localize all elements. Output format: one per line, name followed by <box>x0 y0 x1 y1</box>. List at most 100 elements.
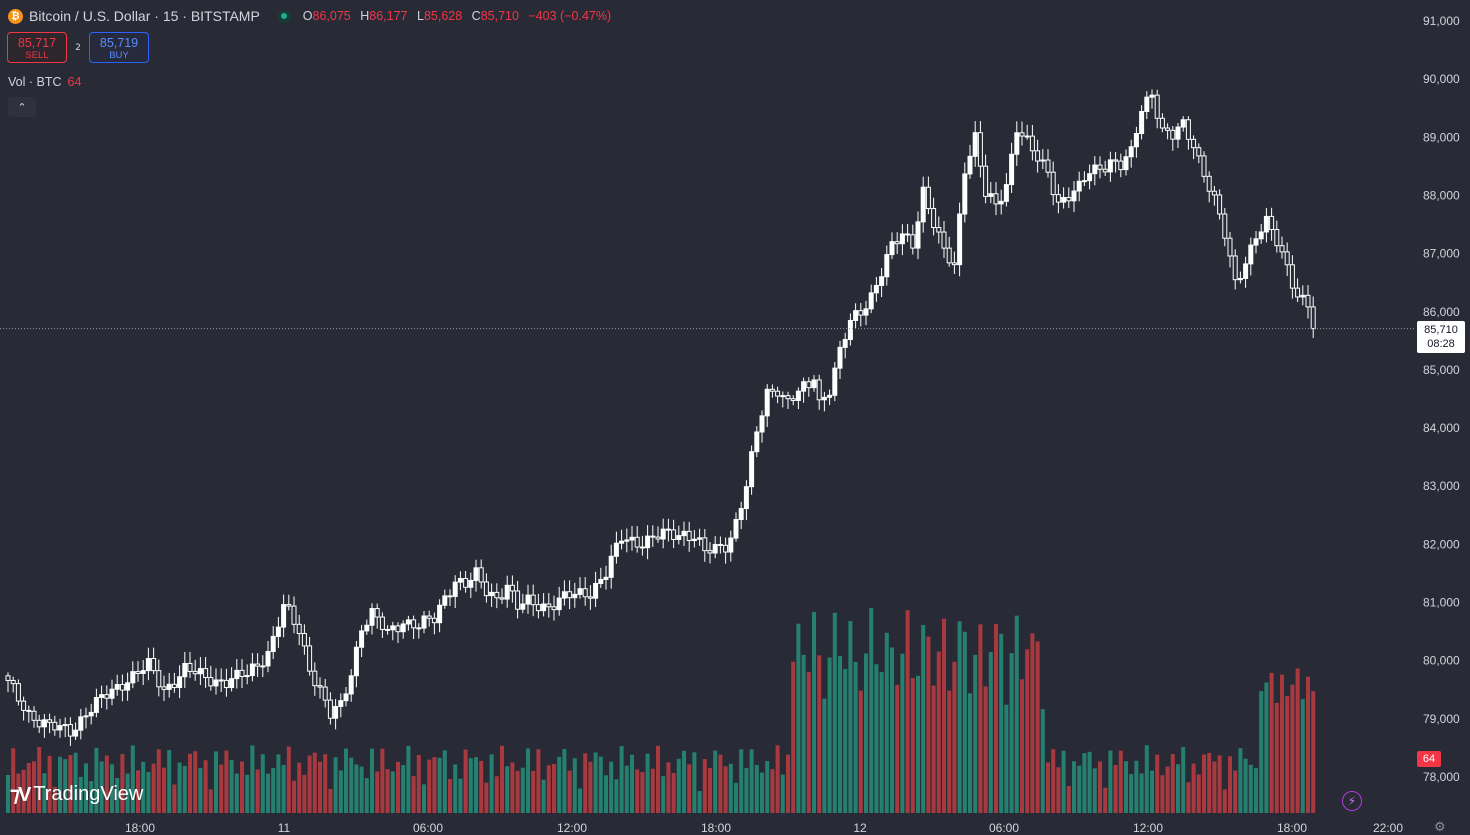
volume-bar <box>1306 676 1310 813</box>
x-tick-label: 18:00 <box>701 821 731 835</box>
volume-bar <box>370 748 374 813</box>
candle-body <box>234 669 240 680</box>
volume-bar <box>1092 768 1097 813</box>
candle-body <box>156 670 162 688</box>
candle-body <box>83 715 89 718</box>
y-tick-label: 79,000 <box>1423 712 1460 726</box>
candle-body <box>1300 294 1306 298</box>
volume-bar <box>120 753 125 813</box>
symbol-legend[interactable]: ₿ Bitcoin / U.S. Dollar · 15 · BITSTAMP … <box>8 6 617 26</box>
candle-body <box>192 670 198 675</box>
volume-bar <box>583 753 588 813</box>
volume-bar <box>760 772 764 813</box>
candle-body <box>416 627 422 630</box>
candle-body <box>177 676 183 688</box>
volume-bar <box>780 774 785 813</box>
candle-body <box>561 591 567 599</box>
volume-bar <box>297 762 302 813</box>
candle-body <box>780 395 786 398</box>
candle-body <box>322 686 328 701</box>
volume-bar <box>578 788 582 813</box>
volume-bar <box>479 760 484 813</box>
volume-bar <box>843 668 848 813</box>
candle-body <box>603 576 609 580</box>
candle-body <box>1222 213 1228 239</box>
gear-icon[interactable]: ⚙ <box>1434 820 1446 835</box>
volume-bar <box>604 775 608 813</box>
volume-bar <box>718 754 723 813</box>
volume-bar <box>52 786 57 813</box>
volume-bar <box>198 768 203 813</box>
volume-bar <box>42 773 47 813</box>
volume-bar <box>442 750 447 813</box>
candle-body <box>286 604 292 607</box>
volume-legend[interactable]: Vol · BTC 64 <box>8 75 81 89</box>
candle-body <box>166 683 172 690</box>
volume-bar <box>1176 764 1180 813</box>
candle-body <box>821 396 827 401</box>
volume-bar <box>630 754 634 813</box>
y-tick-label: 80,000 <box>1423 654 1460 668</box>
candle-body <box>348 675 354 695</box>
candle-body <box>187 662 193 672</box>
volume-bar <box>468 758 473 813</box>
candle-body <box>530 594 536 606</box>
candle-body <box>671 529 677 540</box>
volume-bar <box>338 770 343 813</box>
y-tick-label: 83,000 <box>1423 479 1460 493</box>
candle-body <box>577 588 583 595</box>
candle-body <box>1180 119 1186 128</box>
candle-body <box>884 254 890 278</box>
volume-bar <box>770 769 775 813</box>
candle-body <box>795 390 801 401</box>
x-tick-label: 12 <box>853 821 867 835</box>
volume-bar <box>702 759 707 813</box>
volume-bar <box>520 767 525 813</box>
symbol-title[interactable]: Bitcoin / U.S. Dollar · 15 · BITSTAMP <box>29 8 260 24</box>
volume-bar <box>1248 764 1253 813</box>
candle-body <box>582 588 588 598</box>
lightning-icon[interactable]: ⚡ <box>1342 791 1362 811</box>
candle-body <box>983 165 989 197</box>
volume-bar <box>952 661 957 813</box>
y-tick-label: 78,000 <box>1423 770 1460 784</box>
candle-body <box>894 241 900 245</box>
candle-body <box>338 700 344 707</box>
tradingview-wordmark: TradingView <box>33 783 144 805</box>
volume-bar <box>931 685 936 813</box>
candle-body <box>681 530 687 537</box>
volume-bar <box>531 770 536 813</box>
volume-bar <box>146 772 151 813</box>
candle-body <box>208 676 214 687</box>
candle-body <box>551 606 557 611</box>
bar-countdown: 08:28 <box>1427 338 1455 350</box>
candle-body <box>265 651 271 667</box>
volume-bar <box>1202 754 1206 813</box>
volume-bar <box>656 745 660 813</box>
candle-body <box>858 310 864 316</box>
volume-bar <box>640 772 645 813</box>
volume-bar <box>500 745 504 813</box>
volume-bar <box>869 607 874 813</box>
volume-bar <box>666 762 671 813</box>
candle-body <box>369 608 375 626</box>
tradingview-logo[interactable]: ⁊V TradingView <box>10 782 143 807</box>
candle-body <box>213 679 219 687</box>
candle-body <box>1139 110 1145 134</box>
volume-bar <box>1274 702 1279 813</box>
volume-bar <box>926 636 931 813</box>
volume-bar <box>936 651 941 813</box>
volume-bar <box>401 765 406 813</box>
sell-button[interactable]: 85,717 SELL <box>7 32 67 63</box>
buy-button[interactable]: 85,719 BUY <box>89 32 149 63</box>
volume-bar <box>411 776 416 813</box>
volume-bar <box>957 621 962 813</box>
candle-body <box>463 578 469 588</box>
candle-body <box>385 628 391 631</box>
collapse-legend-button[interactable]: ⌃ <box>8 97 36 117</box>
candle-body <box>619 540 625 544</box>
candle-body <box>1295 287 1301 298</box>
candle-body <box>1123 156 1129 171</box>
volume-bar <box>1155 754 1160 813</box>
